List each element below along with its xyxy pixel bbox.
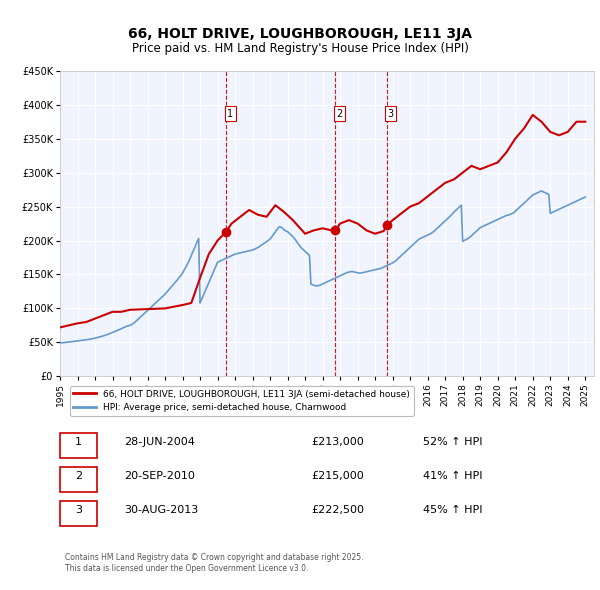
Text: £222,500: £222,500 [311, 505, 364, 515]
Text: 52% ↑ HPI: 52% ↑ HPI [423, 437, 482, 447]
Text: 1: 1 [227, 109, 233, 119]
Text: Price paid vs. HM Land Registry's House Price Index (HPI): Price paid vs. HM Land Registry's House … [131, 42, 469, 55]
Text: 20-SEP-2010: 20-SEP-2010 [124, 471, 195, 481]
Text: 3: 3 [75, 505, 82, 515]
Text: 2: 2 [75, 471, 82, 481]
Text: 1: 1 [75, 437, 82, 447]
Legend: 66, HOLT DRIVE, LOUGHBOROUGH, LE11 3JA (semi-detached house), HPI: Average price: 66, HOLT DRIVE, LOUGHBOROUGH, LE11 3JA (… [70, 386, 414, 416]
Text: £213,000: £213,000 [311, 437, 364, 447]
Text: 2: 2 [336, 109, 343, 119]
Text: 3: 3 [388, 109, 394, 119]
FancyBboxPatch shape [60, 467, 97, 491]
Text: 41% ↑ HPI: 41% ↑ HPI [423, 471, 482, 481]
Text: 30-AUG-2013: 30-AUG-2013 [124, 505, 199, 515]
Text: Contains HM Land Registry data © Crown copyright and database right 2025.
This d: Contains HM Land Registry data © Crown c… [65, 553, 364, 573]
Text: 66, HOLT DRIVE, LOUGHBOROUGH, LE11 3JA: 66, HOLT DRIVE, LOUGHBOROUGH, LE11 3JA [128, 27, 472, 41]
Text: 45% ↑ HPI: 45% ↑ HPI [423, 505, 482, 515]
FancyBboxPatch shape [60, 502, 97, 526]
Text: £215,000: £215,000 [311, 471, 364, 481]
Text: 28-JUN-2004: 28-JUN-2004 [124, 437, 195, 447]
FancyBboxPatch shape [60, 433, 97, 457]
